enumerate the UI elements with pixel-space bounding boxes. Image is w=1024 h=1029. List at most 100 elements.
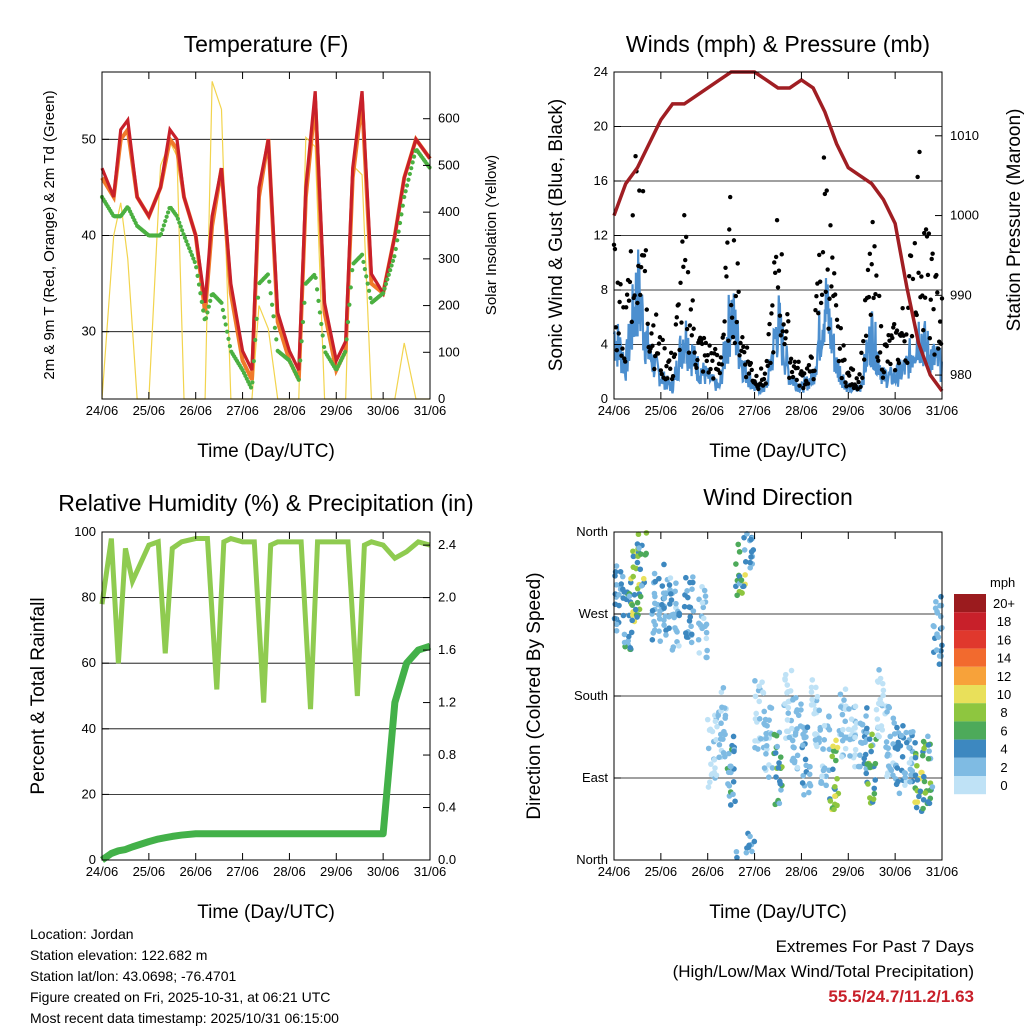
direction-point — [792, 732, 799, 738]
direction-point — [868, 743, 874, 749]
direction-point — [756, 716, 763, 722]
direction-point — [898, 732, 905, 739]
gust-point — [700, 369, 706, 374]
y-tick-label: 0.0 — [438, 852, 456, 867]
direction-point — [875, 724, 881, 730]
gust-point — [742, 350, 747, 355]
direction-point — [900, 723, 906, 729]
gust-point — [842, 357, 847, 363]
gust-point — [839, 375, 844, 381]
direction-point — [726, 750, 732, 757]
dewpoint-point — [300, 319, 306, 325]
gust-point — [867, 251, 873, 256]
dewpoint-point — [248, 385, 254, 390]
gust-point — [641, 253, 647, 258]
y-tick-label: 0 — [438, 391, 445, 406]
dewpoint-point — [343, 349, 348, 354]
direction-point — [715, 712, 722, 719]
gust-point — [645, 321, 650, 327]
direction-point — [657, 638, 664, 644]
direction-point — [841, 697, 847, 703]
direction-point — [794, 752, 801, 759]
gust-point — [806, 363, 812, 368]
direction-point — [772, 750, 779, 756]
gust-point — [725, 240, 730, 245]
direction-point — [703, 654, 710, 661]
direction-point — [642, 552, 649, 558]
x-tick-label: 25/06 — [133, 864, 166, 879]
gust-point — [796, 359, 801, 364]
gust-point — [827, 296, 832, 301]
direction-point — [742, 572, 748, 578]
x-tick-label: 26/06 — [691, 864, 724, 879]
gust-point — [662, 346, 667, 351]
y-tick-label: 0.4 — [438, 800, 456, 815]
dewpoint-point — [395, 238, 400, 243]
direction-point — [912, 739, 918, 746]
direction-point — [652, 578, 659, 585]
direction-point — [735, 541, 742, 548]
dewpoint-point — [298, 358, 303, 363]
dewpoint-point — [396, 229, 401, 234]
gust-point — [701, 335, 707, 341]
y-tick-label: 60 — [82, 655, 96, 670]
direction-point — [625, 638, 631, 644]
gust-point — [786, 319, 791, 324]
y-tick-label: 0 — [89, 852, 96, 867]
direction-point — [686, 618, 693, 624]
direction-point — [701, 587, 708, 594]
y-tick-label: West — [579, 606, 609, 621]
direction-point — [842, 745, 849, 752]
direction-point — [611, 615, 618, 622]
gust-point — [909, 333, 915, 339]
gust-point — [713, 346, 718, 352]
direction-point — [758, 736, 764, 742]
direction-point — [635, 531, 642, 538]
winds-x-label: Time (Day/UTC) — [709, 441, 847, 462]
y-tick-label: 600 — [438, 111, 460, 126]
direction-point — [703, 629, 710, 636]
direction-point — [829, 753, 836, 760]
direction-point — [920, 738, 927, 745]
direction-point — [621, 631, 628, 638]
direction-point — [684, 587, 690, 594]
direction-point — [705, 745, 712, 752]
direction-point — [702, 623, 708, 630]
dewpoint-point — [225, 329, 230, 334]
x-tick-label: 30/06 — [367, 864, 400, 879]
gust-point — [936, 346, 941, 351]
direction-point — [808, 689, 815, 695]
direction-point — [832, 793, 838, 799]
direction-point — [921, 778, 928, 785]
direction-point — [784, 682, 791, 688]
gust-point — [677, 347, 682, 353]
direction-point — [767, 704, 773, 711]
y-tick-label: East — [582, 770, 608, 785]
direction-point — [851, 725, 858, 731]
direction-point — [819, 773, 825, 779]
gust-point — [781, 322, 786, 327]
direction-point — [763, 730, 769, 737]
direction-point — [627, 645, 634, 651]
direction-point — [652, 600, 658, 607]
y-tick-label: 1010 — [950, 128, 979, 143]
direction-point — [760, 689, 766, 695]
y-tick-label: 300 — [438, 251, 460, 266]
gust-point — [683, 234, 689, 240]
gust-point — [792, 359, 798, 365]
gust-point — [672, 352, 678, 357]
direction-point — [750, 547, 757, 553]
x-tick-label: 30/06 — [879, 864, 912, 879]
direction-point — [811, 710, 817, 717]
gust-point — [718, 355, 724, 360]
direction-point — [833, 757, 839, 764]
dewpoint-point — [317, 310, 322, 315]
gust-point — [620, 346, 625, 351]
direction-point — [688, 631, 695, 638]
gust-point — [685, 269, 691, 275]
direction-point — [876, 667, 882, 673]
y-tick-label: 8 — [601, 282, 608, 297]
direction-point — [925, 742, 932, 748]
direction-point — [636, 545, 642, 551]
direction-point — [688, 623, 694, 630]
